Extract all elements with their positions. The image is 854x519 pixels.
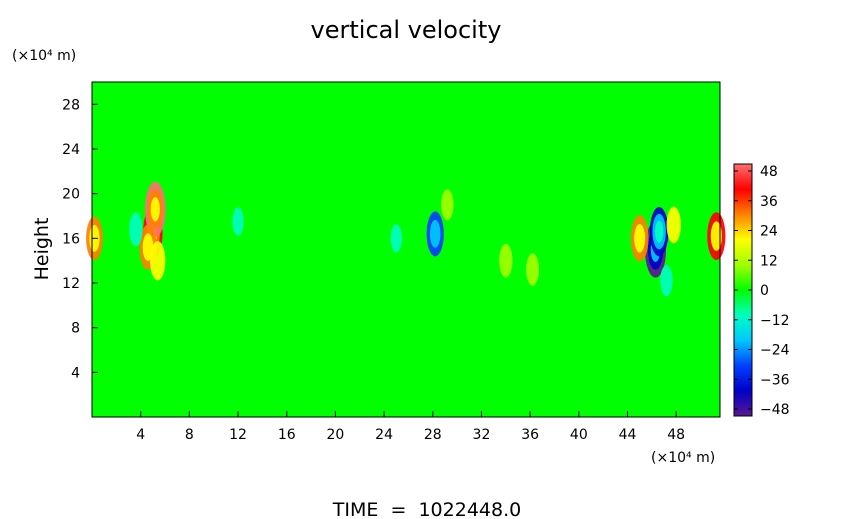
colorbar-tick-label: 36 bbox=[760, 194, 778, 210]
field-features bbox=[86, 181, 726, 297]
field-feature-3 bbox=[150, 240, 166, 281]
x-tick-label: 24 bbox=[375, 427, 393, 443]
colorbar-ticks: 48 36 24 12 0 −12 −24 −36 −48 bbox=[734, 164, 790, 418]
field-feature-5 bbox=[429, 220, 441, 248]
x-tick-label: 8 bbox=[185, 427, 194, 443]
y-axis-unit: (×10⁴ m) bbox=[12, 48, 76, 64]
y-axis-label: Height bbox=[31, 218, 53, 281]
y-tick-label: 24 bbox=[62, 142, 80, 158]
y-tick-label: 28 bbox=[62, 97, 80, 113]
y-axis-ticks: 4 8 12 16 20 24 28 bbox=[62, 97, 98, 381]
field-feature-4 bbox=[129, 212, 143, 247]
x-tick-label: 32 bbox=[473, 427, 491, 443]
x-tick-label: 36 bbox=[521, 427, 539, 443]
x-tick-label: 28 bbox=[424, 427, 442, 443]
plot-area bbox=[86, 81, 726, 418]
colorbar-tick-label: −12 bbox=[760, 313, 790, 329]
y-tick-label: 12 bbox=[62, 276, 80, 292]
field-feature-6 bbox=[441, 189, 454, 221]
field-feature-8 bbox=[526, 253, 540, 286]
y-tick-label: 8 bbox=[71, 321, 80, 337]
x-axis-ticks: 4 8 12 16 20 24 28 32 36 40 44 48 bbox=[136, 411, 685, 443]
x-tick-label: 44 bbox=[619, 427, 637, 443]
colorbar-tick-label: −48 bbox=[760, 402, 790, 418]
field-feature-17 bbox=[390, 224, 402, 253]
colorbar-tick-label: −24 bbox=[760, 343, 790, 359]
colorbar-tick-label: 48 bbox=[760, 164, 778, 180]
x-tick-label: 16 bbox=[278, 427, 296, 443]
field-feature-7 bbox=[499, 243, 513, 278]
field-feature-13 bbox=[710, 221, 722, 251]
y-tick-label: 16 bbox=[62, 231, 80, 247]
field-feature-12 bbox=[666, 206, 681, 244]
colorbar-tick-label: 0 bbox=[760, 283, 769, 299]
colorbar: 48 36 24 12 0 −12 −24 −36 −48 bbox=[733, 163, 790, 418]
x-tick-label: 48 bbox=[667, 427, 685, 443]
x-tick-label: 40 bbox=[570, 427, 588, 443]
colorbar-tick-label: −36 bbox=[760, 372, 790, 388]
x-tick-label: 4 bbox=[136, 427, 145, 443]
field-feature-1 bbox=[150, 197, 160, 222]
y-tick-label: 4 bbox=[71, 365, 80, 381]
time-footer: TIME = 1022448.0 bbox=[332, 499, 521, 519]
colorbar-tick-label: 24 bbox=[760, 224, 778, 240]
x-tick-label: 20 bbox=[326, 427, 344, 443]
x-axis-unit: (×10⁴ m) bbox=[651, 450, 715, 466]
field-feature-11 bbox=[634, 224, 646, 253]
field-background bbox=[92, 82, 720, 417]
chart-title: vertical velocity bbox=[311, 16, 502, 44]
field-feature-15 bbox=[660, 265, 673, 297]
colorbar-tick-label: 12 bbox=[760, 253, 778, 269]
field-feature-10 bbox=[655, 220, 664, 243]
x-tick-label: 12 bbox=[229, 427, 247, 443]
field-feature-16 bbox=[232, 207, 244, 236]
plot-frame bbox=[91, 81, 721, 418]
y-tick-label: 20 bbox=[62, 187, 80, 203]
